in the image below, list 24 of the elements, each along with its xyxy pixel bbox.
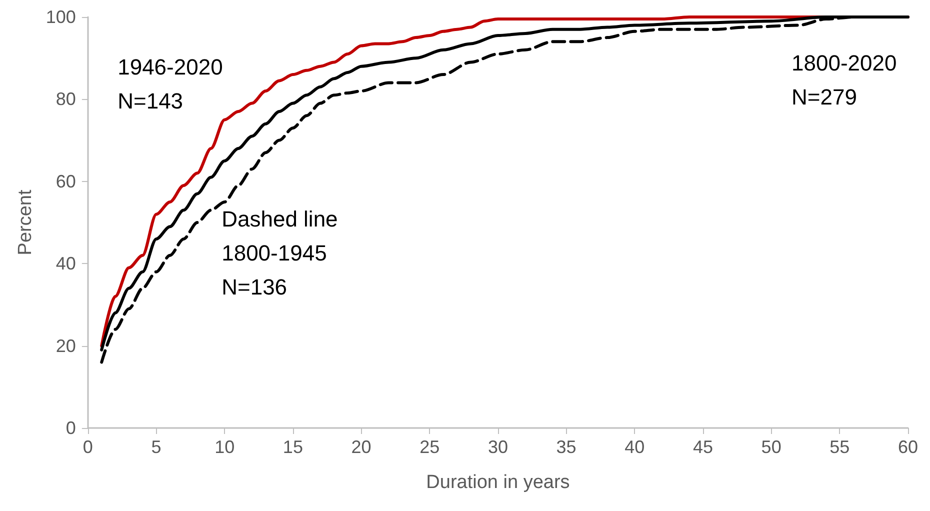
y-axis-title: Percent: [15, 189, 36, 256]
x-axis-title: Duration in years: [426, 472, 570, 493]
x-tick-label: 60: [898, 437, 918, 457]
x-tick-label: 20: [351, 437, 372, 457]
y-tick-label: 80: [56, 89, 76, 110]
x-tick-label: 45: [692, 437, 713, 457]
y-tick-label: 40: [56, 254, 76, 274]
annotation: Dashed line 1800-1945 N=136: [222, 206, 338, 300]
y-tick-label: 100: [46, 7, 76, 27]
x-tick-label: 0: [82, 437, 93, 457]
x-tick-label: 35: [556, 437, 576, 457]
y-tick-label: 60: [56, 171, 76, 192]
annotation: 1946-2020 N=143: [118, 54, 223, 114]
x-tick-label: 5: [151, 437, 162, 457]
x-tick-label: 40: [624, 437, 645, 457]
x-tick-label: 55: [830, 437, 850, 457]
y-tick-label: 0: [66, 418, 76, 438]
x-tick-label: 50: [761, 437, 782, 457]
annotation: 1800-2020 N=279: [792, 50, 897, 110]
x-tick-label: 30: [488, 437, 508, 457]
y-tick-label: 20: [56, 336, 76, 356]
x-tick-label: 15: [282, 437, 303, 457]
x-tick-label: 25: [420, 437, 440, 457]
x-tick-label: 10: [214, 437, 235, 457]
